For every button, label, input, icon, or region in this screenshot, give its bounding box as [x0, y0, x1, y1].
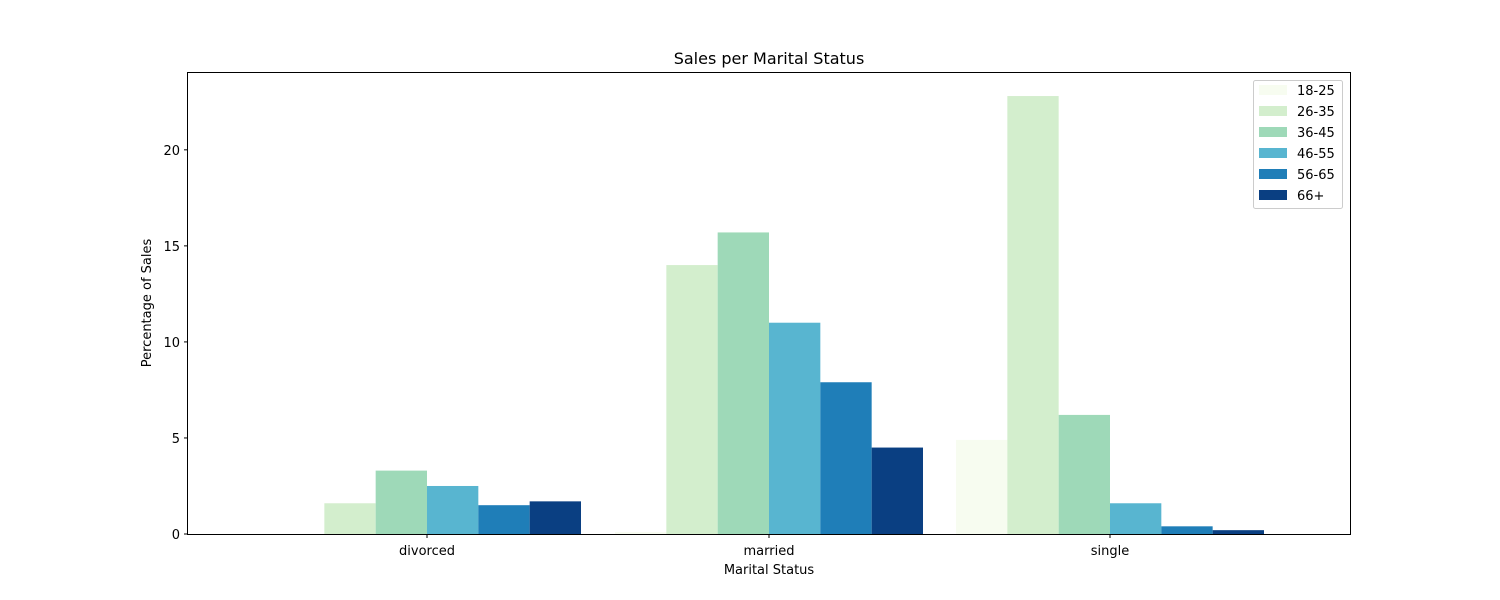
legend-label-46-55: 46-55	[1297, 147, 1335, 162]
legend-swatch-56-65	[1259, 169, 1287, 179]
y-tick-label: 5	[172, 432, 180, 447]
bar-66+-married	[871, 447, 923, 534]
legend-swatch-46-55	[1259, 148, 1287, 158]
bar-36-45-married	[717, 232, 769, 534]
bars-layer	[324, 96, 1264, 535]
legend-label-36-45: 36-45	[1297, 126, 1335, 141]
y-tick-label: 20	[163, 144, 180, 159]
x-tick-label-divorced: divorced	[399, 544, 455, 559]
legend-swatch-26-35	[1259, 106, 1287, 116]
bar-46-55-divorced	[427, 485, 479, 534]
y-tick-label: 10	[163, 336, 180, 351]
y-axis: 0 5 10 15 20	[163, 144, 188, 543]
legend-label-18-25: 18-25	[1297, 84, 1335, 99]
bar-36-45-single	[1058, 414, 1110, 534]
legend-label-66+: 66+	[1297, 189, 1324, 204]
legend-swatch-36-45	[1259, 127, 1287, 137]
chart-title: Sales per Marital Status	[674, 49, 865, 68]
bar-36-45-divorced	[375, 470, 427, 534]
legend-swatch-18-25	[1259, 85, 1287, 95]
bar-66+-single	[1212, 530, 1264, 534]
bar-26-35-divorced	[324, 503, 376, 534]
y-tick-label: 15	[163, 240, 180, 255]
y-tick-label: 0	[172, 528, 180, 543]
legend: 18-25 26-35 36-45 46-55 56-65 66+	[1253, 80, 1343, 209]
legend-label-56-65: 56-65	[1297, 168, 1335, 183]
y-axis-label: Percentage of Sales	[140, 239, 155, 368]
legend-swatch-66+	[1259, 190, 1287, 200]
bar-18-25-single	[956, 439, 1008, 534]
x-tick-label-single: single	[1091, 544, 1130, 559]
bar-26-35-single	[1007, 96, 1059, 535]
bar-56-65-married	[820, 382, 872, 534]
legend-label-26-35: 26-35	[1297, 105, 1335, 120]
x-axis-label: Marital Status	[724, 563, 815, 578]
bar-26-35-married	[666, 265, 718, 534]
x-axis: divorced married single	[399, 534, 1129, 559]
bar-56-65-single	[1161, 526, 1213, 534]
bar-46-55-married	[769, 322, 821, 534]
bar-18-25-married	[615, 532, 667, 534]
x-tick-label-married: married	[744, 544, 795, 559]
bar-66+-divorced	[529, 501, 581, 534]
bar-46-55-single	[1110, 503, 1162, 534]
bar-56-65-divorced	[478, 505, 530, 534]
